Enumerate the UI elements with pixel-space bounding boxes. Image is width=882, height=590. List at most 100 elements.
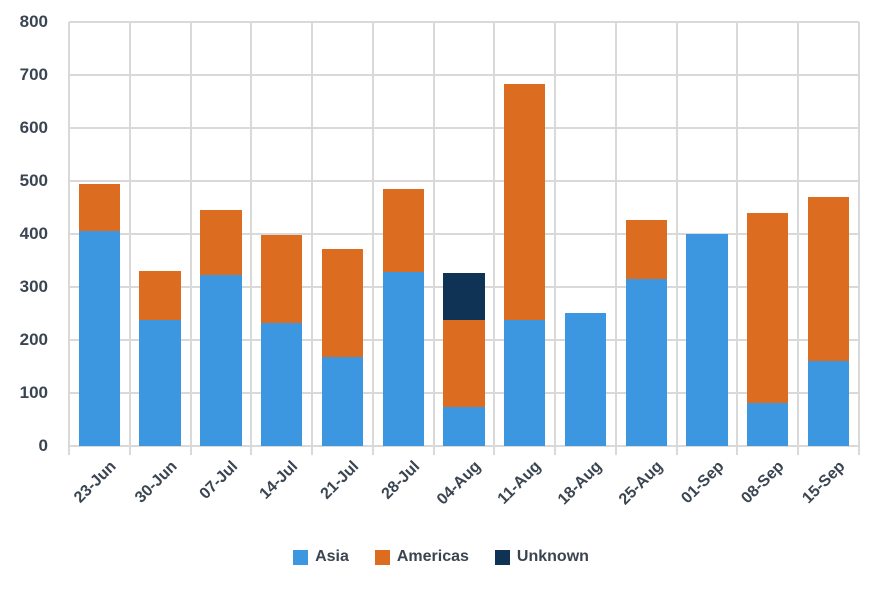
bar-stack <box>382 22 424 446</box>
bar-segment-americas[interactable] <box>625 220 667 280</box>
y-axis-tick-label: 800 <box>19 12 48 31</box>
bar-segment-asia[interactable] <box>747 402 789 446</box>
x-axis-tick-label: 01-Sep <box>677 458 728 508</box>
x-axis-tick-label: 15-Sep <box>799 458 849 508</box>
bar-stack <box>686 22 728 446</box>
horizontal-gridline <box>69 180 859 182</box>
legend-swatch-unknown <box>494 549 510 565</box>
x-axis-tick-label: 25-Aug <box>615 458 667 509</box>
horizontal-gridline <box>69 445 859 447</box>
bar-column-18-aug <box>555 22 616 446</box>
x-axis-tick-label: 08-Sep <box>738 458 788 508</box>
horizontal-gridline <box>69 21 859 23</box>
legend-label: Asia <box>315 548 349 565</box>
bar-segment-unknown[interactable] <box>443 273 485 320</box>
bar-segment-americas[interactable] <box>139 271 181 320</box>
y-axis-tick-label: 300 <box>19 277 48 296</box>
bar-segment-asia[interactable] <box>78 231 121 446</box>
x-axis-tick-label: 07-Jul <box>196 458 241 503</box>
y-axis-tick-label: 100 <box>19 383 48 402</box>
bar-segment-asia[interactable] <box>200 275 242 446</box>
x-axis-tick-label: 30-Jun <box>131 458 181 507</box>
bar-segment-americas[interactable] <box>261 235 303 323</box>
bar-segment-asia[interactable] <box>504 319 546 446</box>
bar-segment-americas[interactable] <box>382 188 424 272</box>
legend: Asia Americas Unknown <box>0 548 882 566</box>
legend-label: Unknown <box>516 548 589 565</box>
bar-segment-asia[interactable] <box>564 312 607 446</box>
x-axis: 23-Jun 30-Jun 07-Jul 14-Jul 21-Jul 28-Jul 04-A… <box>69 446 859 526</box>
y-axis-tick-label: 400 <box>19 224 48 243</box>
y-axis-tick-label: 600 <box>19 118 48 137</box>
bar-segment-asia[interactable] <box>139 319 181 446</box>
bar-column-30-jun <box>130 22 191 446</box>
bar-segment-americas[interactable] <box>321 249 364 357</box>
horizontal-gridline <box>69 127 859 129</box>
vertical-gridline <box>371 22 374 455</box>
y-axis: 0 100 200 300 400 500 600 700 800 <box>0 0 48 460</box>
bar-segment-asia[interactable] <box>321 356 364 446</box>
bar-segment-asia[interactable] <box>382 271 424 446</box>
legend-label: Americas <box>396 548 469 565</box>
bar-column-01-sep <box>677 22 738 446</box>
y-axis-tick-label: 0 <box>38 436 48 455</box>
bar-segment-asia[interactable] <box>686 234 728 446</box>
vertical-gridline <box>128 22 131 455</box>
bar-segment-americas[interactable] <box>200 210 242 276</box>
x-axis-tick-label: 14-Jul <box>256 458 302 503</box>
bar-stack <box>321 22 364 446</box>
bar-columns <box>69 22 859 446</box>
bar-column-07-jul <box>191 22 252 446</box>
bar-stack <box>261 22 303 446</box>
bar-column-15-sep <box>798 22 859 446</box>
bar-segment-americas[interactable] <box>443 319 485 407</box>
plot-area <box>68 21 860 455</box>
vertical-gridline <box>68 22 70 455</box>
y-axis-tick-label: 700 <box>19 65 48 84</box>
vertical-gridline <box>614 22 617 455</box>
legend-item-asia[interactable]: Asia <box>293 548 349 566</box>
x-axis-tick-label: 18-Aug <box>555 458 606 509</box>
bar-stack <box>625 22 667 446</box>
x-axis-tick-label: 28-Jul <box>378 458 424 503</box>
bar-column-04-aug <box>434 22 495 446</box>
vertical-gridline <box>736 22 739 455</box>
legend-swatch-asia <box>293 549 309 565</box>
bar-column-08-sep <box>737 22 798 446</box>
bar-segment-americas[interactable] <box>78 183 121 232</box>
bar-column-23-jun <box>69 22 130 446</box>
bar-column-28-jul <box>373 22 434 446</box>
bar-stack <box>564 22 607 446</box>
x-axis-tick-label: 04-Aug <box>433 458 485 509</box>
bar-stack <box>200 22 242 446</box>
legend-swatch-americas <box>374 549 390 565</box>
bar-stack <box>443 22 485 446</box>
bar-segment-asia[interactable] <box>625 279 667 446</box>
vertical-gridline <box>311 22 314 455</box>
y-axis-tick-label: 500 <box>19 171 48 190</box>
x-axis-tick-label: 11-Aug <box>495 458 545 508</box>
vertical-gridline <box>858 22 860 455</box>
legend-item-unknown[interactable]: Unknown <box>494 548 589 566</box>
bar-stack <box>747 22 789 446</box>
vertical-gridline <box>675 22 678 455</box>
bar-segment-asia[interactable] <box>807 360 850 446</box>
bar-stack <box>78 22 121 446</box>
bar-column-14-jul <box>251 22 312 446</box>
bar-segment-americas[interactable] <box>807 197 850 361</box>
vertical-gridline <box>493 22 496 455</box>
bar-segment-asia[interactable] <box>261 322 303 446</box>
legend-item-americas[interactable]: Americas <box>374 548 469 566</box>
horizontal-gridline <box>69 233 859 235</box>
vertical-gridline <box>797 22 800 455</box>
bar-stack <box>807 22 850 446</box>
bar-segment-asia[interactable] <box>443 406 485 446</box>
bar-column-11-aug <box>494 22 555 446</box>
bar-stack <box>504 22 546 446</box>
bar-segment-americas[interactable] <box>747 212 789 403</box>
bar-stack <box>139 22 181 446</box>
x-axis-tick-label: 21-Jul <box>317 458 363 503</box>
bar-segment-americas[interactable] <box>504 84 546 320</box>
vertical-gridline <box>189 22 192 455</box>
